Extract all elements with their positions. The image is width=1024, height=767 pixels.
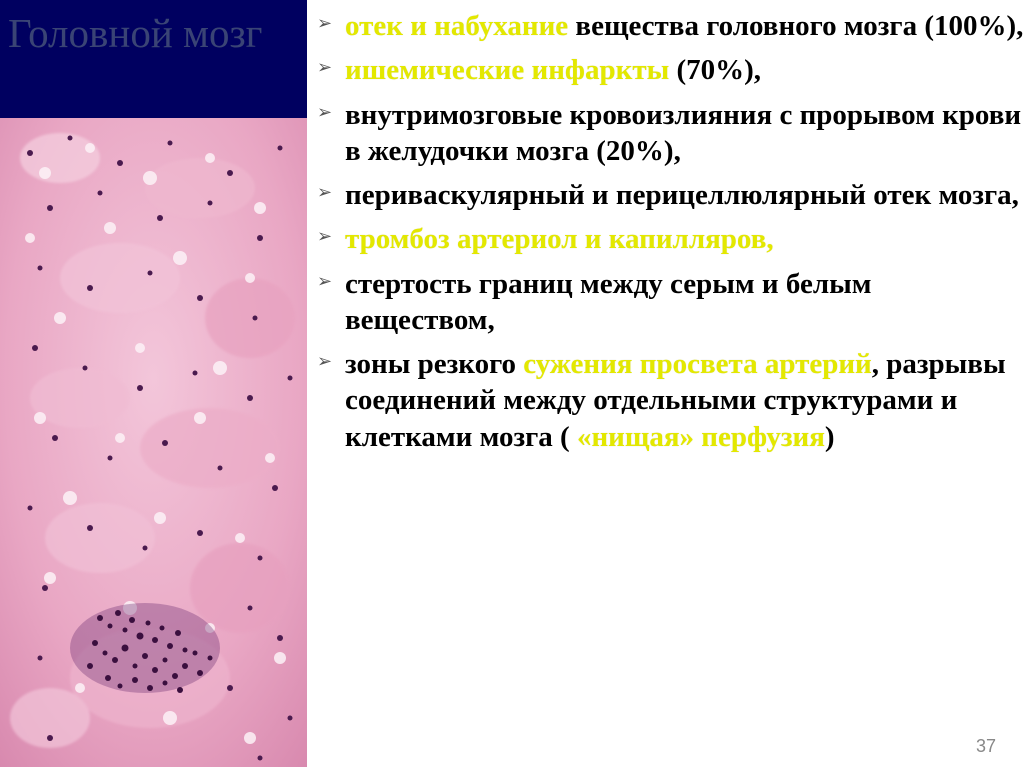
histology-image — [0, 118, 307, 767]
slide-title: Головной мозг — [8, 10, 299, 57]
content-area: отек и набухание вещества головного мозг… — [307, 0, 1024, 767]
bullet-1-highlight: отек и набухание — [345, 10, 575, 42]
left-column: Головной мозг — [0, 0, 307, 767]
slide: Головной мозг — [0, 0, 1024, 767]
bullet-6: стертость границ между серым и белым вещ… — [311, 266, 1024, 339]
bullet-2-highlight: ишемические инфаркты — [345, 54, 676, 86]
bullet-1: отек и набухание вещества головного мозг… — [311, 8, 1024, 44]
bullet-7-pre: зоны резкого — [345, 348, 523, 380]
bullet-7-mid-highlight: сужения просвета артерий — [523, 348, 871, 380]
bullet-7: зоны резкого сужения просвета артерий, р… — [311, 346, 1024, 455]
bullet-6-text: стертость границ между серым и белым вещ… — [345, 268, 872, 336]
bullet-3-text: внутримозговые кровоизлияния с прорывом … — [345, 99, 1021, 167]
bullet-5: тромбоз артериол и капилляров, — [311, 221, 1024, 257]
bullet-4-text: периваскулярный и перицеллюлярный отек м… — [345, 179, 1019, 211]
bullet-3: внутримозговые кровоизлияния с прорывом … — [311, 97, 1024, 170]
bullet-5-highlight: тромбоз артериол и капилляров, — [345, 223, 774, 255]
bullet-2-text: (70%), — [676, 54, 761, 86]
title-box: Головной мозг — [0, 0, 307, 118]
bullet-7-tail: ) — [825, 421, 835, 453]
bullet-list: отек и набухание вещества головного мозг… — [311, 8, 1024, 455]
page-number: 37 — [976, 736, 996, 757]
bullet-4: периваскулярный и перицеллюлярный отек м… — [311, 177, 1024, 213]
bullet-2: ишемические инфаркты (70%), — [311, 52, 1024, 88]
bullet-1-text: вещества головного мозга (100%), — [575, 10, 1023, 42]
bullet-7-tail-highlight: «нищая» перфузия — [577, 421, 825, 453]
